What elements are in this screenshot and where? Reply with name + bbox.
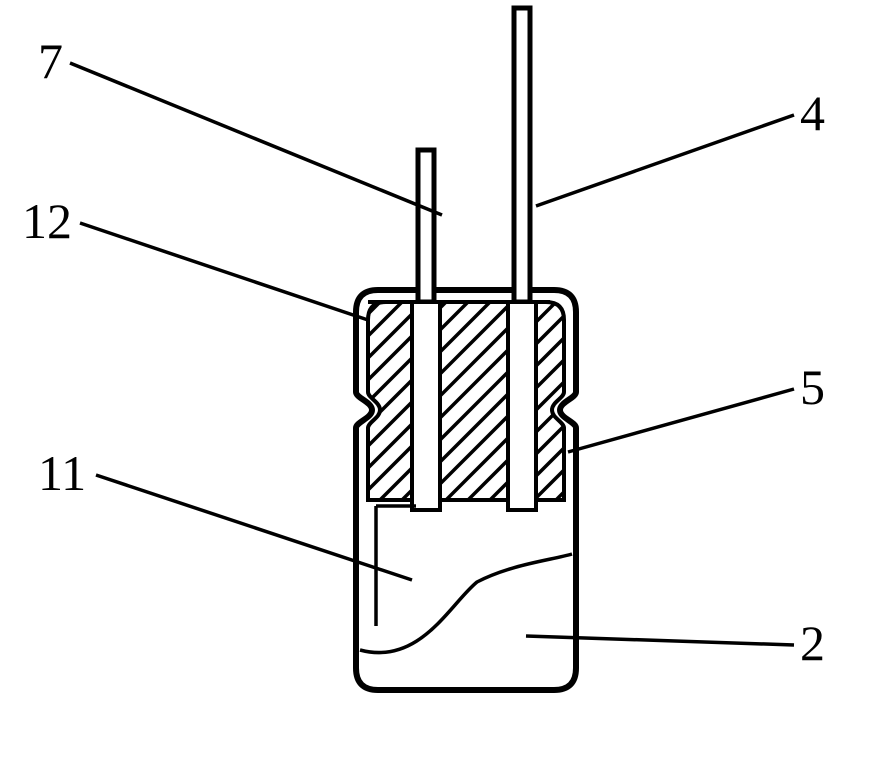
label-2: 2 bbox=[800, 615, 825, 671]
label-12: 12 bbox=[22, 193, 72, 249]
label-4: 4 bbox=[800, 85, 825, 141]
leader-12 bbox=[80, 223, 368, 320]
leader-7 bbox=[70, 63, 442, 215]
label-7: 7 bbox=[38, 33, 63, 89]
leader-11 bbox=[96, 475, 412, 580]
inner-element-outline bbox=[376, 506, 416, 626]
lead-positive bbox=[508, 8, 536, 510]
label-11: 11 bbox=[38, 445, 86, 501]
leader-4 bbox=[536, 115, 794, 206]
label-5: 5 bbox=[800, 359, 825, 415]
leader-2 bbox=[526, 636, 794, 645]
leader-5 bbox=[568, 389, 794, 452]
capacitor-diagram: 2 4 5 7 11 12 bbox=[0, 0, 886, 776]
